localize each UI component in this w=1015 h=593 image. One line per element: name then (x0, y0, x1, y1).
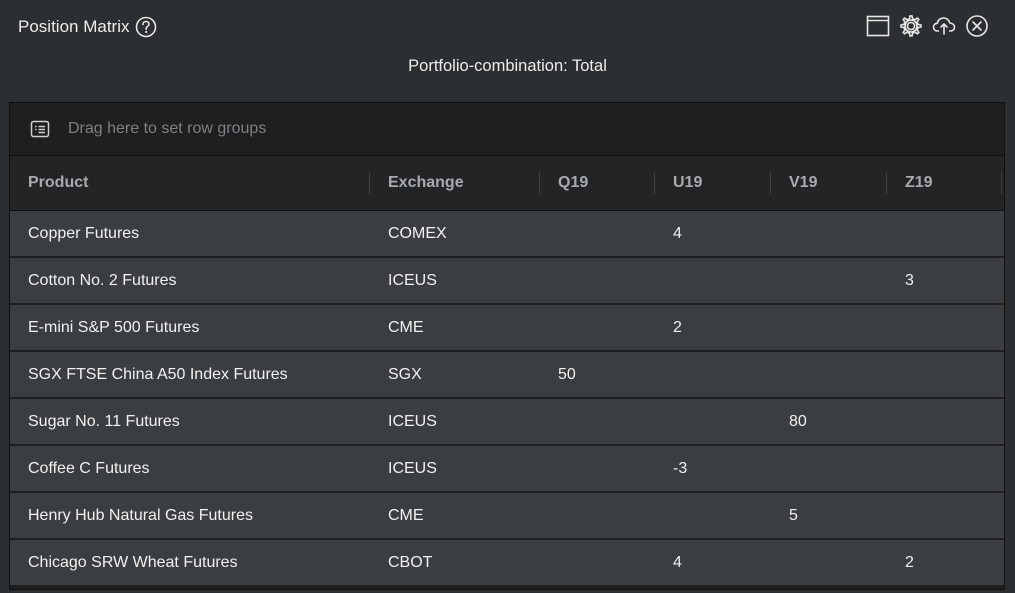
cell-product: Cotton No. 2 Futures (28, 271, 177, 289)
cell-q19 (540, 540, 655, 585)
window-title-label: Position Matrix (18, 17, 130, 36)
cell-q19 (540, 211, 655, 256)
cell-q19 (540, 305, 655, 350)
cell-v19 (771, 446, 887, 491)
cell-exchange: CME (388, 506, 424, 524)
cell-z19 (887, 352, 1002, 397)
column-header-u19[interactable]: U19 (655, 156, 771, 210)
cloud-icon[interactable] (930, 12, 958, 40)
cell-v19: 80 (789, 412, 807, 430)
row-group-icon (30, 119, 50, 139)
grid-header-row: Product Exchange Q19 U19 V19 Z19 (10, 156, 1004, 211)
cell-product: SGX FTSE China A50 Index Futures (28, 365, 288, 383)
table-row[interactable]: SGX FTSE China A50 Index Futures SGX 50 (10, 352, 1004, 399)
window-icon[interactable] (864, 12, 892, 40)
portfolio-subtitle: Portfolio-combination: Total (408, 57, 607, 75)
cell-q19 (540, 493, 655, 538)
window-toolbar (864, 12, 991, 40)
table-row[interactable]: Henry Hub Natural Gas Futures CME 5 (10, 493, 1004, 540)
cell-q19 (540, 258, 655, 303)
cell-z19: 3 (905, 271, 914, 289)
table-row[interactable]: Coffee C Futures ICEUS -3 (10, 446, 1004, 493)
cell-u19: -3 (673, 459, 688, 477)
position-grid: Drag here to set row groups Product Exch… (9, 102, 1005, 590)
cell-u19: 4 (673, 224, 682, 242)
cell-q19 (540, 399, 655, 444)
cell-z19: 2 (905, 553, 914, 571)
cell-z19 (887, 493, 1002, 538)
cell-v19 (771, 305, 887, 350)
cell-q19 (540, 446, 655, 491)
cell-product: Henry Hub Natural Gas Futures (28, 506, 253, 524)
help-icon[interactable] (135, 16, 157, 38)
cell-exchange: COMEX (388, 224, 447, 242)
cell-product: Sugar No. 11 Futures (28, 412, 180, 430)
cell-exchange: CBOT (388, 553, 433, 571)
column-header-v19[interactable]: V19 (771, 156, 887, 210)
cell-z19 (887, 305, 1002, 350)
row-group-placeholder: Drag here to set row groups (68, 120, 267, 137)
cell-u19 (655, 352, 771, 397)
cell-exchange: SGX (388, 365, 422, 383)
table-row[interactable]: Chicago SRW Wheat Futures CBOT 4 2 (10, 540, 1004, 587)
cell-z19 (887, 399, 1002, 444)
cell-u19: 2 (673, 318, 682, 336)
table-row[interactable]: Copper Futures COMEX 4 (10, 211, 1004, 258)
cell-product: Copper Futures (28, 224, 140, 242)
cell-exchange: ICEUS (388, 271, 437, 289)
cell-z19 (887, 446, 1002, 491)
gear-icon[interactable] (897, 12, 925, 40)
column-header-q19[interactable]: Q19 (540, 156, 655, 210)
cell-v19 (771, 352, 887, 397)
cell-v19 (771, 540, 887, 585)
cell-product: E-mini S&P 500 Futures (28, 318, 200, 336)
table-row[interactable]: Cotton No. 2 Futures ICEUS 3 (10, 258, 1004, 305)
column-header-product[interactable]: Product (10, 156, 370, 210)
cell-z19 (887, 211, 1002, 256)
cell-exchange: CME (388, 318, 424, 336)
cell-v19 (771, 211, 887, 256)
cell-u19 (655, 399, 771, 444)
window-title: Position Matrix (18, 16, 157, 38)
cell-product: Coffee C Futures (28, 459, 150, 477)
cell-u19 (655, 493, 771, 538)
column-header-z19[interactable]: Z19 (887, 156, 1002, 210)
table-row[interactable]: Sugar No. 11 Futures ICEUS 80 (10, 399, 1004, 446)
cell-exchange: ICEUS (388, 459, 437, 477)
cell-u19 (655, 258, 771, 303)
cell-q19: 50 (558, 365, 576, 383)
cell-v19: 5 (789, 506, 798, 524)
close-icon[interactable] (963, 12, 991, 40)
cell-exchange: ICEUS (388, 412, 437, 430)
cell-u19: 4 (673, 553, 682, 571)
table-row[interactable]: E-mini S&P 500 Futures CME 2 (10, 305, 1004, 352)
row-group-drop-zone[interactable]: Drag here to set row groups (10, 103, 1004, 156)
cell-v19 (771, 258, 887, 303)
cell-product: Chicago SRW Wheat Futures (28, 553, 238, 571)
column-header-exchange[interactable]: Exchange (370, 156, 540, 210)
